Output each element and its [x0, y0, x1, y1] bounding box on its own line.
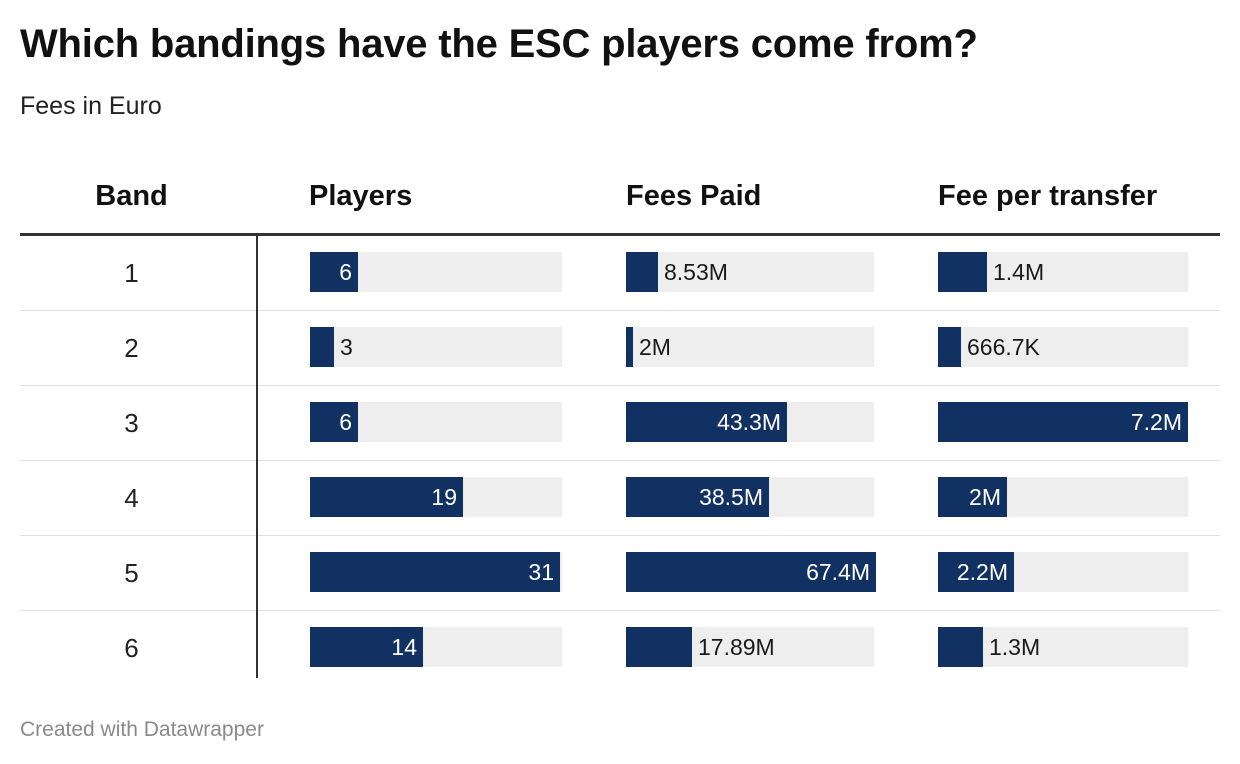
table-body: 1 6 8.53M 1.4M 2 3 2M 666.7K 3 6 43.3M 7.2M 4 19 38.5M…	[20, 236, 1220, 685]
table-row: 1 6 8.53M 1.4M	[20, 236, 1220, 311]
players-bar-track: 14	[310, 627, 562, 667]
fee-per-transfer-bar	[938, 552, 1014, 592]
band-cell: 3	[124, 408, 139, 438]
fees-paid-value-label: 8.53M	[664, 259, 728, 285]
table-row: 2 3 2M 666.7K	[20, 311, 1220, 386]
fees-paid-value-label: 2M	[639, 334, 671, 360]
fees-paid-bar	[626, 252, 658, 292]
fees-paid-value-label: 17.89M	[698, 634, 775, 660]
players-value-label: 6	[339, 259, 352, 285]
fees-paid-bar-track: 38.5M	[626, 477, 874, 517]
fee-per-transfer-bar	[938, 402, 1188, 442]
fee-per-transfer-value-label: 2.2M	[956, 559, 1008, 585]
table-row: 4 19 38.5M 2M	[20, 461, 1220, 536]
chart-subtitle: Fees in Euro	[20, 92, 162, 120]
fee-per-transfer-value-label: 7.2M	[1130, 409, 1182, 435]
band-cell: 2	[124, 333, 139, 363]
players-value-label: 19	[431, 484, 457, 510]
fee-per-transfer-bar	[938, 327, 961, 367]
players-bar-track: 3	[310, 327, 562, 367]
table-row: 5 31 67.4M 2.2M	[20, 536, 1220, 611]
fees-paid-bar	[626, 552, 876, 592]
fee-per-transfer-value-label: 2M	[969, 484, 1001, 510]
players-value-label: 31	[528, 559, 554, 585]
data-table: Band Players Fees Paid Fee per transfer …	[20, 160, 1220, 685]
players-bar-track: 31	[310, 552, 562, 592]
fees-paid-value-label: 38.5M	[699, 484, 763, 510]
table-row: 3 6 43.3M 7.2M	[20, 386, 1220, 461]
table-header: Band Players Fees Paid Fee per transfer	[20, 160, 1220, 236]
fee-per-transfer-bar	[938, 627, 983, 667]
fee-per-transfer-bar	[938, 252, 987, 292]
fees-paid-bar	[626, 327, 633, 367]
chart-title: Which bandings have the ESC players come…	[20, 22, 978, 66]
fees-paid-value-label: 67.4M	[806, 559, 870, 585]
players-bar-track: 6	[310, 402, 562, 442]
players-bar	[310, 327, 334, 367]
fees-paid-bar-track: 43.3M	[626, 402, 874, 442]
fee-per-transfer-bar-track: 1.4M	[938, 252, 1188, 292]
fee-per-transfer-bar	[938, 477, 1007, 517]
fees-paid-bar-track: 8.53M	[626, 252, 874, 292]
fee-per-transfer-bar-track: 7.2M	[938, 402, 1188, 442]
band-cell: 4	[124, 483, 139, 513]
column-header-players[interactable]: Players	[309, 180, 413, 212]
fee-per-transfer-value-label: 1.3M	[989, 634, 1041, 660]
fees-paid-value-label: 43.3M	[717, 409, 781, 435]
players-value-label: 14	[391, 634, 417, 660]
table-row: 6 14 17.89M 1.3M	[20, 611, 1220, 685]
band-cell: 5	[124, 558, 139, 588]
column-header-band[interactable]: Band	[95, 180, 168, 212]
fee-per-transfer-bar-track: 666.7K	[938, 327, 1188, 367]
players-bar-track: 19	[310, 477, 562, 517]
players-bar	[310, 477, 463, 517]
players-value-label: 3	[340, 334, 353, 360]
fees-paid-bar	[626, 627, 692, 667]
fee-per-transfer-value-label: 1.4M	[993, 259, 1045, 285]
players-bar	[310, 552, 560, 592]
fees-paid-bar-track: 17.89M	[626, 627, 874, 667]
footer-credit[interactable]: Created with Datawrapper	[20, 718, 264, 741]
band-cell: 6	[124, 633, 139, 663]
fee-per-transfer-bar-track: 2.2M	[938, 552, 1188, 592]
players-bar-track: 6	[310, 252, 562, 292]
players-value-label: 6	[339, 409, 352, 435]
fees-paid-bar	[626, 477, 769, 517]
column-header-fee-per-transfer[interactable]: Fee per transfer	[938, 180, 1158, 212]
band-column-divider	[256, 236, 258, 678]
players-bar	[310, 252, 358, 292]
fees-paid-bar	[626, 402, 787, 442]
fee-per-transfer-bar-track: 1.3M	[938, 627, 1188, 667]
band-cell: 1	[124, 258, 139, 288]
fee-per-transfer-value-label: 666.7K	[967, 334, 1040, 360]
players-bar	[310, 627, 423, 667]
players-bar	[310, 402, 358, 442]
fees-paid-bar-track: 2M	[626, 327, 874, 367]
column-header-fees-paid[interactable]: Fees Paid	[626, 180, 762, 212]
fee-per-transfer-bar-track: 2M	[938, 477, 1188, 517]
fees-paid-bar-track: 67.4M	[626, 552, 876, 592]
